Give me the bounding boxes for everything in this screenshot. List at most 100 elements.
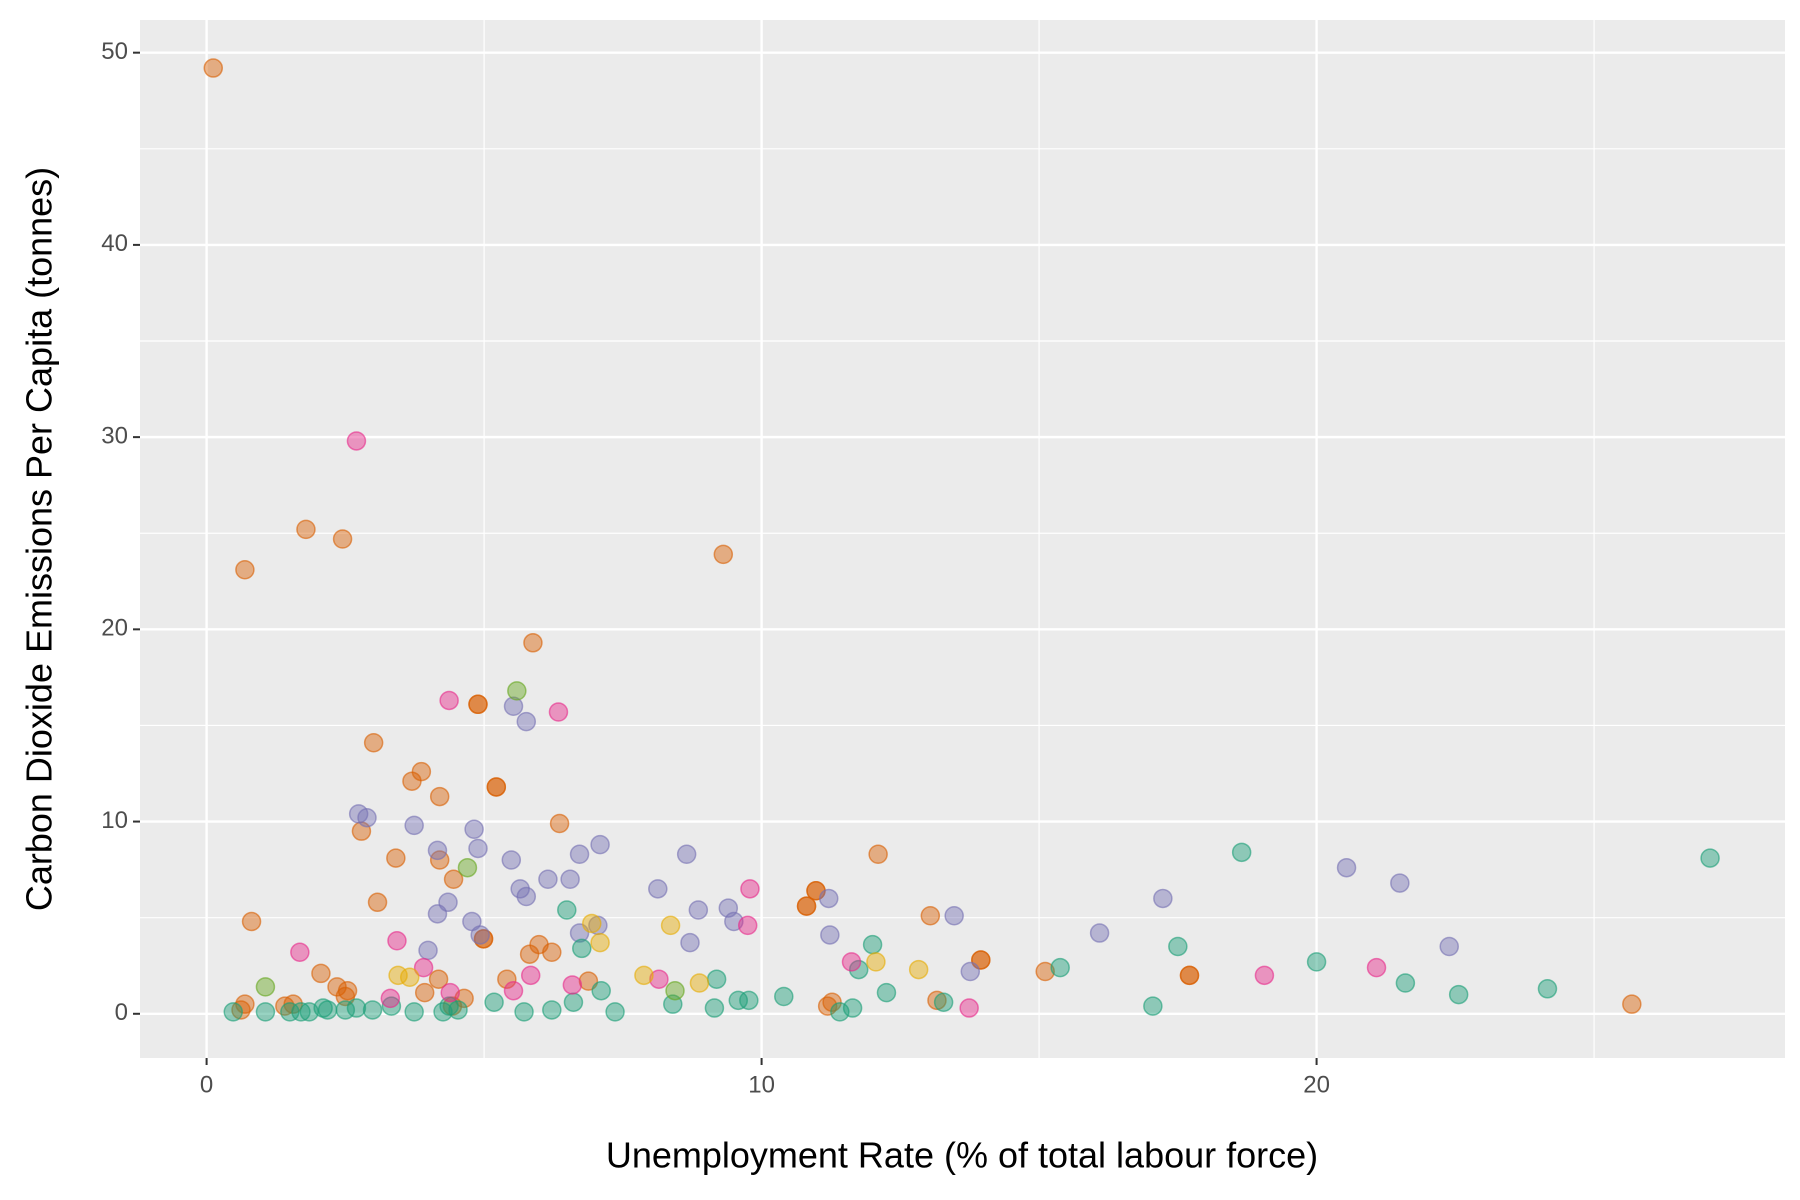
scatter-point bbox=[560, 869, 580, 889]
scatter-point bbox=[402, 771, 422, 791]
scatter-point bbox=[841, 952, 862, 972]
scatter-point bbox=[796, 896, 817, 916]
scatter-point bbox=[649, 969, 669, 989]
scatter-point bbox=[399, 967, 420, 988]
scatter-point bbox=[1700, 848, 1720, 868]
scatter-point bbox=[503, 980, 524, 1001]
scatter-point bbox=[960, 961, 981, 982]
scatter-point bbox=[820, 925, 840, 945]
scatter-point bbox=[538, 869, 558, 889]
scatter-point bbox=[689, 973, 710, 993]
scatter-point bbox=[920, 906, 941, 926]
scatter-point bbox=[223, 1002, 243, 1022]
scatter-point bbox=[255, 1002, 276, 1022]
scatter-point bbox=[728, 990, 749, 1011]
scatter-point bbox=[440, 982, 460, 1003]
scatter-point bbox=[542, 942, 562, 963]
scatter-point bbox=[590, 834, 610, 855]
scatter-point bbox=[660, 915, 681, 936]
scatter-point bbox=[516, 711, 537, 732]
x-tick-label: 10 bbox=[748, 1071, 775, 1098]
y-tick-label: 30 bbox=[101, 422, 128, 449]
scatter-point bbox=[1153, 888, 1173, 909]
scatter-point bbox=[523, 633, 543, 653]
scatter-point bbox=[563, 992, 584, 1013]
scatter-point bbox=[1168, 936, 1188, 957]
scatter-point bbox=[468, 694, 488, 715]
scatter-point bbox=[507, 681, 527, 701]
scatter-point bbox=[542, 1000, 562, 1020]
y-tick-label: 0 bbox=[115, 999, 128, 1026]
scatter-point bbox=[706, 969, 727, 989]
scatter-point bbox=[311, 963, 331, 984]
scatter-point bbox=[203, 58, 224, 78]
scatter-point bbox=[557, 900, 577, 920]
scatter-point bbox=[280, 1002, 300, 1022]
scatter-point bbox=[516, 886, 537, 907]
scatter-point bbox=[876, 982, 897, 1003]
scatter-point bbox=[648, 879, 668, 899]
scatter-point bbox=[959, 998, 979, 1018]
scatter-point bbox=[231, 1000, 251, 1020]
y-axis-title: Carbon Dioxide Emissions Per Capita (ton… bbox=[19, 167, 60, 911]
scatter-point bbox=[317, 1000, 338, 1020]
scatter-point bbox=[680, 932, 700, 953]
scatter-point bbox=[582, 913, 602, 934]
scatter-point bbox=[486, 777, 507, 797]
scatter-point bbox=[514, 1002, 534, 1022]
scatter-point bbox=[590, 932, 610, 953]
scatter-point bbox=[363, 733, 384, 753]
scatter-point bbox=[740, 879, 760, 899]
scatter-point bbox=[468, 838, 488, 859]
scatter-point bbox=[520, 965, 541, 986]
scatter-point bbox=[1254, 965, 1275, 986]
scatter-point bbox=[774, 986, 794, 1007]
scatter-point bbox=[944, 906, 964, 926]
scatter-point bbox=[933, 992, 954, 1013]
x-tick-label: 20 bbox=[1303, 1071, 1330, 1098]
scatter-point bbox=[737, 915, 758, 936]
scatter-point bbox=[1050, 957, 1070, 978]
scatter-point bbox=[427, 840, 448, 861]
scatter-point bbox=[457, 857, 478, 878]
scatter-point bbox=[572, 938, 592, 959]
scatter-point bbox=[562, 975, 583, 995]
scatter-point bbox=[862, 934, 883, 955]
scatter-point bbox=[413, 957, 434, 978]
scatter-point bbox=[1035, 961, 1055, 982]
scatter-point bbox=[713, 544, 734, 565]
scatter-point bbox=[688, 900, 709, 920]
scatter-point bbox=[346, 431, 367, 451]
scatter-point bbox=[1306, 952, 1327, 972]
y-tick-label: 10 bbox=[101, 807, 128, 834]
scatter-point bbox=[1537, 979, 1558, 999]
scatter-point bbox=[497, 969, 517, 989]
scatter-point bbox=[367, 892, 388, 913]
y-tick-label: 20 bbox=[101, 615, 128, 642]
scatter-point bbox=[429, 786, 450, 807]
scatter-point bbox=[357, 807, 377, 828]
scatter-point bbox=[605, 1002, 625, 1022]
scatter-point bbox=[739, 990, 759, 1011]
y-tick-label: 50 bbox=[101, 38, 128, 65]
scatter-point bbox=[464, 819, 484, 840]
scatter-point bbox=[818, 888, 839, 909]
scatter-point bbox=[1622, 994, 1642, 1014]
scatter-point bbox=[362, 1000, 383, 1020]
scatter-point bbox=[549, 813, 570, 834]
scatter-point bbox=[448, 1000, 468, 1020]
scatter-point bbox=[842, 998, 863, 1018]
scatter-point bbox=[484, 992, 504, 1013]
scatter-point bbox=[1231, 842, 1252, 863]
scatter-point bbox=[414, 982, 435, 1003]
scatter-point bbox=[443, 869, 464, 889]
y-tick-label: 40 bbox=[101, 230, 128, 257]
scatter-point bbox=[1143, 996, 1163, 1016]
scatter-point bbox=[908, 959, 929, 980]
scatter-point bbox=[387, 930, 407, 951]
scatter-point bbox=[1439, 936, 1459, 957]
scatter-point bbox=[332, 529, 353, 549]
scatter-point bbox=[1336, 857, 1357, 878]
scatter-point bbox=[501, 850, 522, 870]
